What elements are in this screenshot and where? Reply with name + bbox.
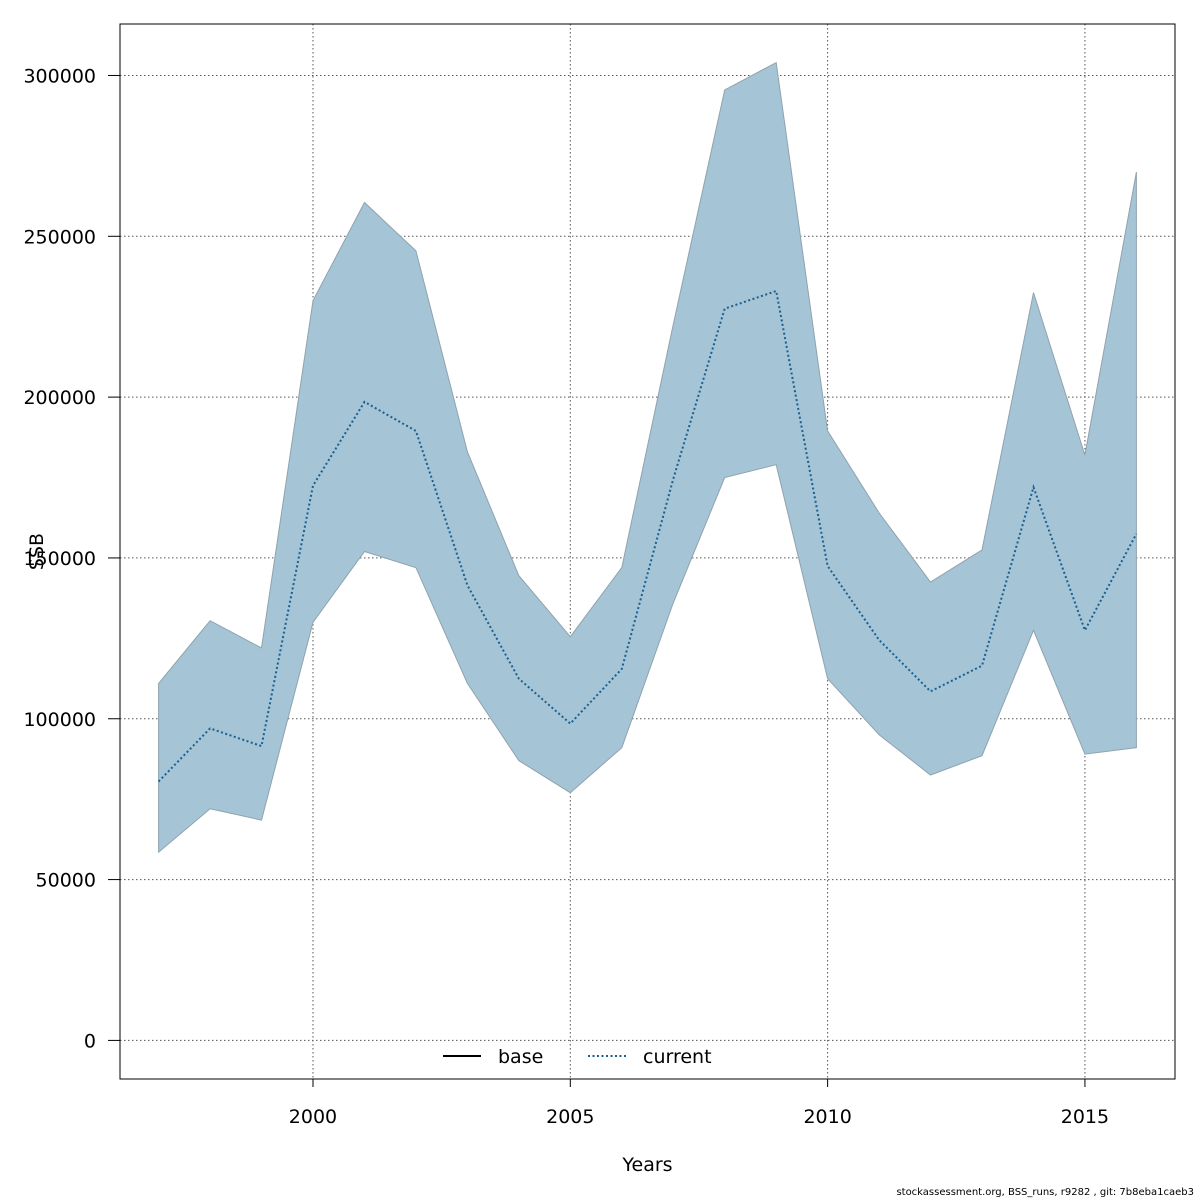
y-tick-label: 50000	[36, 870, 96, 892]
x-tick-label: 2000	[289, 1106, 337, 1128]
y-axis: 0 50000 100000 150000 200000 250000 300000	[23, 65, 120, 1052]
y-tick-label: 100000	[23, 709, 96, 731]
y-tick-label: 200000	[23, 387, 96, 409]
x-axis-title: Years	[621, 1154, 672, 1176]
legend-base-label: base	[498, 1046, 543, 1068]
x-tick-label: 2010	[803, 1106, 851, 1128]
legend: base current	[443, 1046, 712, 1068]
series-line-current	[157, 289, 1138, 783]
y-tick-label: 150000	[23, 548, 96, 570]
y-tick-label: 300000	[23, 65, 96, 87]
y-tick-label: 0	[84, 1030, 96, 1052]
y-tick-label: 250000	[23, 226, 96, 248]
x-axis: 2000 2005 2010 2015	[289, 1078, 1109, 1128]
x-tick-label: 2015	[1061, 1106, 1109, 1128]
footer-credit: stockassessment.org, BSS_runs, r9282 , g…	[896, 1187, 1194, 1198]
series-lines	[157, 289, 1138, 783]
x-tick-label: 2005	[546, 1106, 594, 1128]
confidence-band	[158, 61, 1137, 854]
y-axis-title: SSB	[26, 533, 48, 570]
legend-current-label: current	[643, 1046, 712, 1068]
